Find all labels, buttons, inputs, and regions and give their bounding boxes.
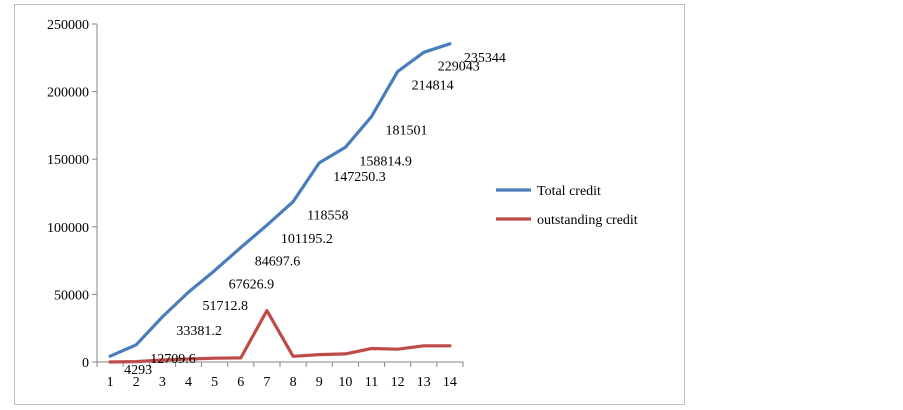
data-label: 4293 bbox=[124, 363, 152, 378]
data-label: 84697.6 bbox=[255, 254, 300, 269]
y-axis-ticks: 0 50000 100000 150000 200000 250000 bbox=[47, 18, 97, 371]
data-label: 181501 bbox=[386, 124, 428, 139]
data-label: 158814.9 bbox=[359, 154, 412, 169]
x-tick-label: 5 bbox=[211, 375, 218, 390]
x-tick-label: 14 bbox=[443, 375, 457, 390]
y-tick-label: 250000 bbox=[47, 18, 89, 33]
data-label: 229043 bbox=[438, 59, 480, 74]
data-label: 33381.2 bbox=[176, 324, 222, 339]
y-tick-label: 0 bbox=[82, 356, 89, 371]
data-label: 67626.9 bbox=[229, 278, 275, 293]
x-tick-label: 4 bbox=[185, 375, 192, 390]
y-tick-label: 50000 bbox=[54, 288, 89, 303]
x-tick-label: 1 bbox=[107, 375, 114, 390]
legend: Total credit outstanding credit bbox=[496, 184, 638, 228]
y-tick-label: 150000 bbox=[47, 153, 89, 168]
series-line-2 bbox=[108, 309, 452, 364]
legend-label: outstanding credit bbox=[537, 213, 638, 228]
series-lines bbox=[108, 42, 452, 364]
x-tick-label: 8 bbox=[290, 375, 297, 390]
x-tick-label: 9 bbox=[316, 375, 323, 390]
x-tick-label: 7 bbox=[263, 375, 270, 390]
data-label: 51712.8 bbox=[203, 299, 249, 314]
x-tick-label: 13 bbox=[417, 375, 431, 390]
legend-label: Total credit bbox=[537, 184, 601, 199]
data-label: 214814 bbox=[412, 79, 454, 94]
data-label: 101195.2 bbox=[281, 232, 333, 247]
y-tick-label: 200000 bbox=[47, 86, 89, 101]
x-axis-ticks: 1 2 3 4 5 6 7 8 9 10 11 12 13 14 bbox=[96, 362, 464, 390]
data-label: 12709.6 bbox=[150, 352, 196, 367]
chart-frame bbox=[14, 4, 685, 405]
y-tick-label: 100000 bbox=[47, 221, 89, 236]
x-tick-label: 10 bbox=[338, 375, 352, 390]
x-tick-label: 6 bbox=[237, 375, 244, 390]
axes bbox=[96, 24, 463, 363]
x-tick-label: 11 bbox=[365, 375, 378, 390]
x-tick-label: 12 bbox=[391, 375, 405, 390]
x-tick-label: 2 bbox=[133, 375, 140, 390]
data-label: 118558 bbox=[307, 209, 348, 224]
x-tick-label: 3 bbox=[159, 375, 166, 390]
data-label: 235344 bbox=[464, 51, 506, 66]
data-label: 147250.3 bbox=[333, 170, 386, 185]
series-line-1 bbox=[108, 42, 452, 358]
